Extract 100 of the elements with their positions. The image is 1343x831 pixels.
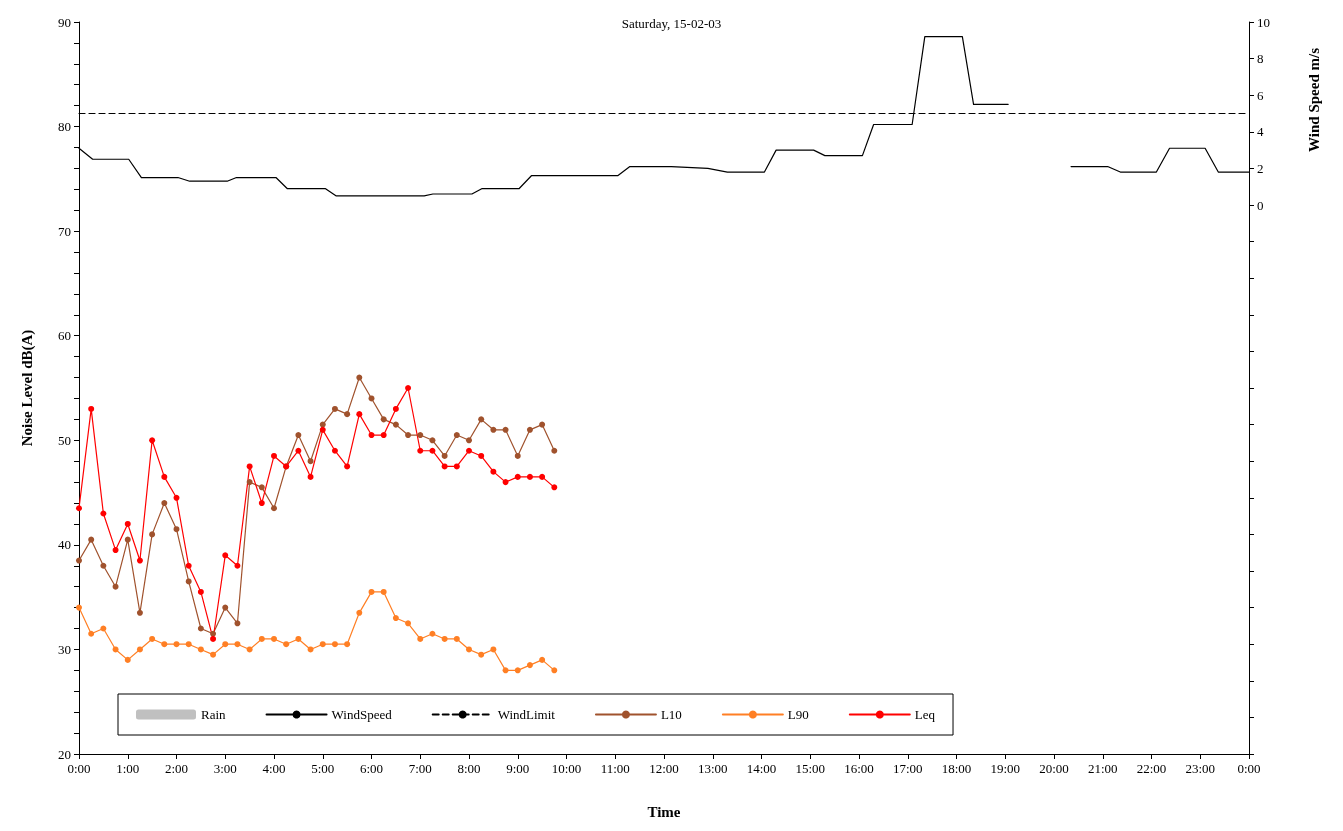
point (514, 452, 521, 459)
point (88, 536, 95, 543)
x-tick-label: 1:00 (116, 761, 140, 776)
y2-tick-label: 6 (1257, 87, 1264, 103)
point (124, 656, 131, 663)
x-tick-label: 8:00 (457, 761, 481, 776)
chart-title: Saturday, 15-02-03 (621, 16, 722, 31)
point (331, 447, 338, 454)
point (185, 578, 192, 585)
y-axis-title: Noise Level dB(A) (18, 329, 36, 447)
y-tick-label: 60 (58, 328, 71, 344)
x-tick-label: 11:00 (600, 761, 630, 776)
point (185, 641, 192, 648)
legend-label: Rain (201, 707, 227, 722)
point (380, 432, 387, 439)
point (149, 531, 156, 538)
point (539, 421, 546, 428)
point (441, 635, 448, 642)
x-tick-label: 5:00 (311, 761, 335, 776)
point (173, 641, 180, 648)
point (173, 494, 180, 501)
x-tick-label: 9:00 (506, 761, 530, 776)
point (466, 437, 472, 444)
point (380, 588, 387, 595)
point (392, 405, 399, 412)
y-tick-label: 90 (58, 14, 71, 30)
point (490, 426, 497, 433)
y-tick-label: 50 (58, 432, 71, 448)
point (331, 641, 338, 648)
y2-tick-label: 10 (1257, 14, 1270, 30)
point (197, 588, 204, 595)
y2-tick-label: 4 (1257, 124, 1264, 140)
point (258, 500, 265, 507)
point (429, 630, 436, 637)
point (344, 463, 351, 470)
point (271, 505, 277, 512)
point (246, 646, 253, 653)
point (295, 432, 302, 439)
point (490, 468, 497, 475)
point (307, 646, 314, 653)
point (136, 646, 143, 653)
point (295, 447, 302, 454)
point (466, 447, 472, 454)
x-tick-label: 19:00 (990, 761, 1021, 776)
point (234, 641, 241, 648)
y2-tick-label: 2 (1257, 160, 1264, 176)
point (514, 473, 521, 480)
point (246, 479, 253, 486)
legend-label: WindSpeed (331, 707, 393, 722)
point (368, 432, 375, 439)
y2-tick-label: 8 (1257, 51, 1264, 67)
point (319, 641, 326, 648)
point (124, 520, 131, 527)
point (258, 484, 265, 491)
point (551, 667, 558, 674)
point (258, 635, 265, 642)
point (100, 625, 107, 632)
point (185, 562, 192, 569)
point (429, 437, 436, 444)
x-tick-label: 20:00 (1039, 761, 1069, 776)
point (331, 405, 338, 412)
point (478, 651, 485, 658)
point (356, 411, 363, 418)
point (405, 620, 412, 627)
legend-label: WindLimit (497, 707, 556, 722)
point (319, 426, 326, 433)
y2-axis-title: Wind Speed m/s (1305, 47, 1322, 152)
point (234, 562, 241, 569)
y-tick-label: 40 (58, 537, 71, 553)
point (161, 500, 168, 507)
y-tick-label: 20 (58, 746, 71, 762)
point (307, 458, 314, 465)
point (441, 463, 448, 470)
point (88, 630, 95, 637)
y-tick-label: 80 (58, 119, 71, 135)
x-tick-label: 2:00 (164, 761, 189, 776)
point (539, 473, 546, 480)
point (136, 557, 143, 564)
x-tick-label: 13:00 (697, 761, 728, 776)
point (453, 463, 460, 470)
point (368, 588, 375, 595)
point (344, 411, 351, 418)
point (453, 432, 460, 439)
point (392, 615, 399, 622)
point (210, 630, 217, 637)
point (526, 426, 533, 433)
y2-tick-label: 0 (1257, 197, 1264, 213)
point (441, 452, 448, 459)
point (173, 526, 180, 533)
point (526, 473, 533, 480)
point (112, 583, 119, 590)
point (405, 385, 412, 391)
point (222, 552, 229, 559)
point (222, 604, 229, 611)
y-tick-label: 70 (58, 223, 71, 239)
x-tick-label: 17:00 (892, 761, 923, 776)
point (453, 635, 460, 642)
point (526, 662, 533, 669)
x-tick-label: 12:00 (649, 761, 679, 776)
x-tick-label: 3:00 (213, 761, 237, 776)
